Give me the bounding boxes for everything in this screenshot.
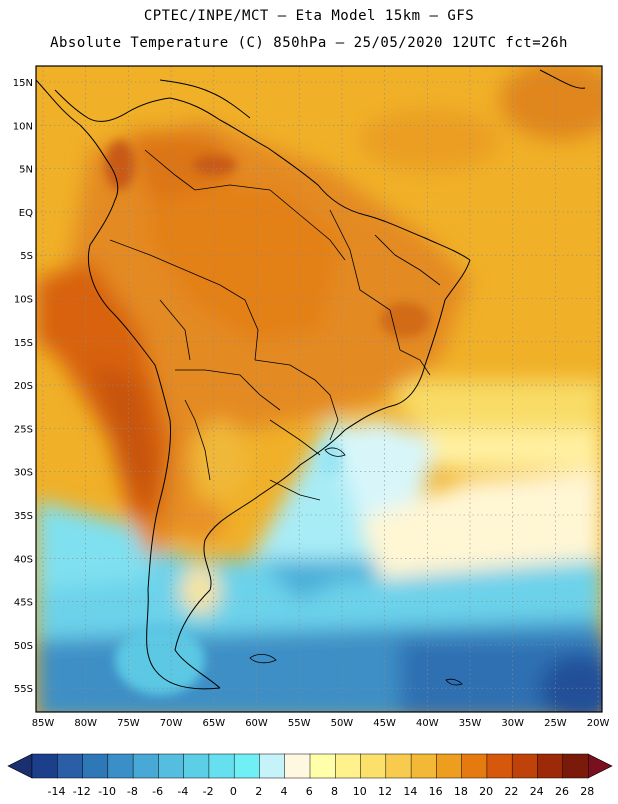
lon-label-65w: 65W	[202, 718, 225, 729]
chart-title-line2: Absolute Temperature (C) 850hPa – 25/05/…	[50, 35, 568, 51]
lat-label-30s: 30S	[14, 468, 33, 479]
lat-label-5s: 5S	[20, 251, 33, 262]
colorbar-swatch	[183, 753, 210, 779]
colorbar-tick-label: -8	[127, 785, 138, 798]
lat-label-55s: 55S	[14, 684, 33, 695]
colorbar-high-arrow	[587, 753, 613, 779]
lat-label-40s: 40S	[14, 554, 33, 565]
colorbar-labels: -14 -12 -10 -8 -6 -4 -2 0 2 4 6 8 10 12 14 16 18 20 22 24 26…	[48, 785, 595, 798]
colorbar-tick-label: 24	[530, 785, 544, 798]
lon-label-45w: 45W	[373, 718, 396, 729]
colorbar-tick-label: 0	[230, 785, 237, 798]
lat-label-15n: 15N	[13, 78, 33, 89]
colorbar-swatch	[461, 753, 488, 779]
colorbar-tick-label: -12	[73, 785, 91, 798]
colorbar-swatch	[486, 753, 513, 779]
lon-label-35w: 35W	[459, 718, 482, 729]
lon-label-70w: 70W	[160, 718, 183, 729]
chart-title-line1: CPTEC/INPE/MCT – Eta Model 15km – GFS	[143, 8, 475, 24]
lon-label-50w: 50W	[331, 718, 354, 729]
colorbar-tick-label: 20	[479, 785, 493, 798]
colorbar-tick-label: 2	[255, 785, 262, 798]
colorbar-tick-label: 10	[353, 785, 367, 798]
colorbar-tick-label: 4	[280, 785, 287, 798]
temperature-field	[36, 66, 602, 712]
colorbar-low-arrow	[7, 753, 33, 779]
lat-label-20s: 20S	[14, 381, 33, 392]
colorbar-tick-label: -10	[98, 785, 116, 798]
lon-label-85w: 85W	[32, 718, 55, 729]
colorbar-swatch	[233, 753, 261, 779]
lat-label-15s: 15S	[14, 338, 33, 349]
lat-label-45s: 45S	[14, 598, 33, 609]
colorbar-swatch	[284, 753, 311, 779]
colorbar-tick-label: 18	[454, 785, 468, 798]
lat-label-5n: 5N	[19, 165, 33, 176]
latitude-labels: 15N 10N 5N EQ 5S 10S 15S 20S 25S 30S 35S 40S 45S 50S 5…	[13, 78, 33, 695]
colorbar-tick-label: -6	[152, 785, 163, 798]
lat-label-eq: EQ	[19, 208, 33, 219]
colorbar-tick-label: 8	[331, 785, 338, 798]
colorbar-swatch	[511, 753, 539, 779]
colorbar-swatch	[259, 753, 286, 779]
colorbar-swatch	[57, 753, 84, 779]
colorbar-swatch	[158, 753, 185, 779]
lon-label-80w: 80W	[74, 718, 97, 729]
colorbar-swatch	[132, 753, 159, 779]
colorbar-swatch	[562, 753, 589, 779]
coastlines	[35, 69, 586, 690]
lon-label-60w: 60W	[245, 718, 268, 729]
longitude-labels: 85W 80W 75W 70W 65W 60W 55W 50W 45W 40W 35W 30W 25W 2…	[32, 718, 610, 729]
lat-label-35s: 35S	[14, 511, 33, 522]
colorbar-tick-label: 14	[403, 785, 417, 798]
colorbar-swatch	[385, 753, 412, 779]
colorbar-swatch	[107, 753, 134, 779]
colorbar-tick-label: 26	[555, 785, 569, 798]
country-borders	[109, 149, 441, 501]
colorbar-tick-label: 22	[504, 785, 518, 798]
lat-label-50s: 50S	[14, 641, 33, 652]
colorbar-swatch	[31, 753, 58, 779]
colorbar-tick-label: 16	[429, 785, 443, 798]
colorbar-swatch	[335, 753, 362, 779]
lat-label-25s: 25S	[14, 424, 33, 435]
colorbar-swatch	[208, 753, 235, 779]
lon-label-75w: 75W	[117, 718, 140, 729]
colorbar-tick-label: -2	[203, 785, 214, 798]
lon-label-20w: 20W	[587, 718, 610, 729]
map-frame	[35, 65, 603, 713]
lat-label-10s: 10S	[14, 295, 33, 306]
colorbar-swatch	[410, 753, 437, 779]
lon-label-40w: 40W	[416, 718, 439, 729]
colorbar-swatch	[360, 753, 387, 779]
colorbar-swatch	[436, 753, 463, 779]
colorbar	[7, 753, 613, 779]
colorbar-swatch	[309, 753, 336, 779]
colorbar-swatch	[537, 753, 564, 779]
islands	[249, 447, 463, 686]
lon-label-55w: 55W	[288, 718, 311, 729]
lon-label-25w: 25W	[544, 718, 567, 729]
lat-label-10n: 10N	[13, 121, 33, 132]
colorbar-swatch	[82, 753, 109, 779]
colorbar-tick-label: -4	[177, 785, 188, 798]
colorbar-tick-label: 6	[306, 785, 313, 798]
colorbar-tick-label: 28	[580, 785, 594, 798]
colorbar-tick-label: -14	[48, 785, 66, 798]
lon-label-30w: 30W	[501, 718, 524, 729]
colorbar-tick-label: 12	[378, 785, 392, 798]
